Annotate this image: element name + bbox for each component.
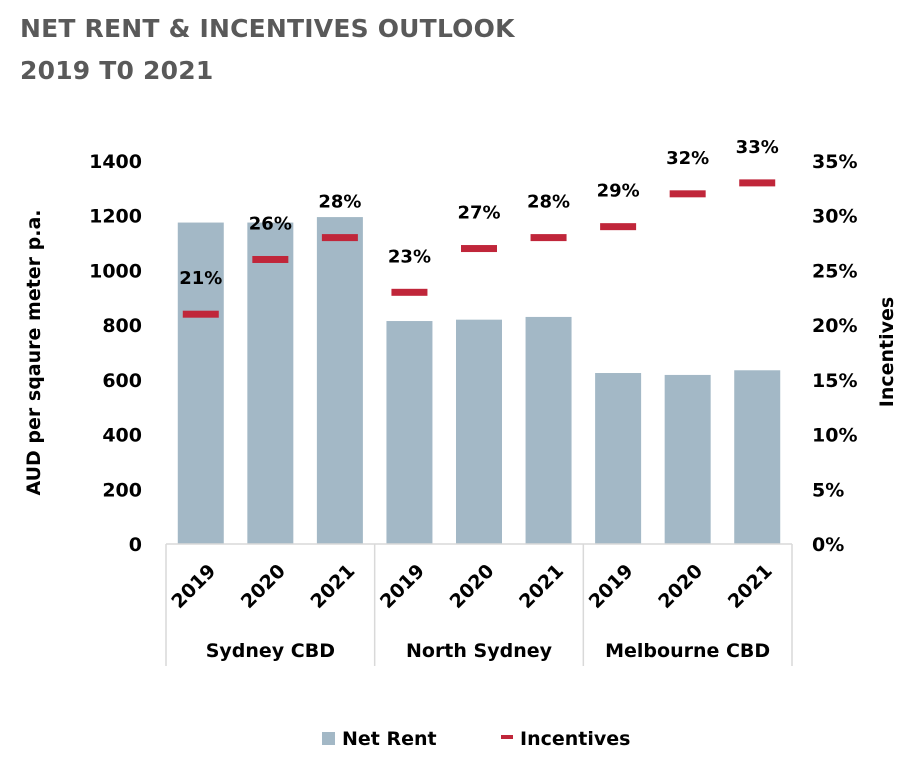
- y-right-tick-label: 15%: [812, 370, 857, 392]
- incentive-data-label: 23%: [388, 246, 431, 267]
- incentive-data-label: 28%: [318, 192, 361, 213]
- chart-title-block: NET RENT & INCENTIVES OUTLOOK 2019 T0 20…: [20, 8, 515, 92]
- x-category-label: 2019: [376, 560, 429, 613]
- incentive-marker: [182, 310, 219, 318]
- incentive-marker: [461, 245, 497, 253]
- net-rent-bar: [734, 370, 781, 544]
- y-left-tick-label: 400: [102, 425, 142, 447]
- x-category-label: 2020: [654, 560, 707, 613]
- y-right-tick-label: 10%: [812, 425, 857, 447]
- x-group-label: Melbourne CBD: [605, 640, 770, 662]
- y-left-tick-label: 1200: [89, 206, 142, 228]
- y-right-tick-label: 30%: [812, 206, 857, 228]
- y-left-tick-label: 600: [102, 370, 142, 392]
- incentive-marker: [530, 234, 567, 242]
- y-right-axis-title: Incentives: [876, 297, 898, 407]
- incentive-marker: [321, 234, 358, 242]
- y-left-tick-label: 1400: [89, 151, 142, 173]
- net-rent-bar: [525, 316, 572, 544]
- x-group-label: North Sydney: [406, 640, 553, 662]
- incentive-marker: [739, 179, 776, 187]
- legend-incentives-swatch: [501, 735, 513, 739]
- incentive-marker: [252, 255, 289, 263]
- net-rent-bar: [456, 319, 502, 544]
- incentive-data-label: 28%: [527, 192, 570, 213]
- y-left-tick-label: 800: [102, 315, 142, 337]
- incentive-data-label: 29%: [597, 181, 640, 202]
- incentive-data-label: 33%: [736, 137, 779, 158]
- x-category-label: 2020: [446, 560, 499, 613]
- net-rent-bar: [247, 222, 294, 544]
- y-right-tick-label: 5%: [812, 479, 844, 501]
- x-category-label: 2020: [237, 560, 290, 613]
- chart-subtitle: 2019 T0 2021: [20, 56, 214, 85]
- net-rent-bar: [595, 373, 642, 544]
- net-rent-bar: [386, 321, 433, 544]
- x-category-label: 2021: [515, 560, 568, 613]
- legend-incentives-label: Incentives: [520, 728, 630, 750]
- y-left-tick-label: 0: [129, 534, 142, 556]
- incentive-data-label: 26%: [249, 213, 292, 234]
- y-right-tick-label: 25%: [812, 260, 857, 282]
- incentive-marker: [669, 190, 706, 198]
- y-left-tick-label: 1000: [89, 260, 142, 282]
- y-right-tick-label: 35%: [812, 151, 857, 173]
- incentive-data-label: 27%: [457, 203, 500, 224]
- x-category-label: 2021: [306, 560, 359, 613]
- x-category-label: 2021: [724, 560, 777, 613]
- x-group-label: Sydney CBD: [206, 640, 335, 662]
- x-category-label: 2019: [167, 560, 220, 613]
- net-rent-bar: [316, 217, 363, 544]
- legend-net-rent-swatch: [322, 732, 335, 745]
- legend-net-rent-label: Net Rent: [342, 728, 437, 750]
- y-left-axis-title: AUD per sqaure meter p.a.: [23, 209, 45, 495]
- incentive-marker: [600, 223, 637, 231]
- net-rent-bar: [664, 374, 711, 544]
- x-category-label: 2019: [585, 560, 638, 613]
- incentive-data-label: 21%: [179, 268, 222, 289]
- net-rent-bar: [177, 222, 224, 544]
- incentive-marker: [391, 288, 428, 296]
- y-right-tick-label: 20%: [812, 315, 857, 337]
- y-right-tick-label: 0%: [812, 534, 844, 556]
- y-left-tick-label: 200: [102, 479, 142, 501]
- chart-title: NET RENT & INCENTIVES OUTLOOK: [20, 14, 515, 43]
- incentive-data-label: 32%: [666, 148, 709, 169]
